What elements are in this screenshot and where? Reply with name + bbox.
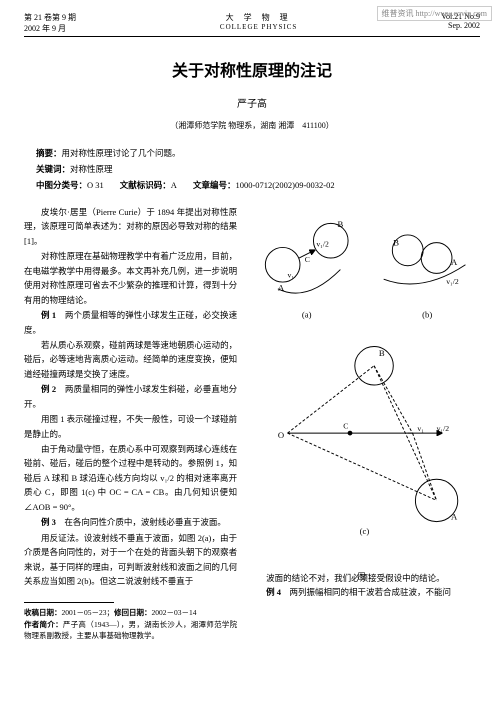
- class-no: O 31: [87, 180, 104, 190]
- author: 严子高: [24, 95, 480, 110]
- figure-1: A B C v₁ v₁/2 (a) B A v₁/2 (b): [249, 205, 480, 565]
- date-cn: 2002 年 9 月: [24, 23, 76, 34]
- svg-text:v₁/2: v₁/2: [446, 277, 459, 286]
- date-en: Sep. 2002: [441, 21, 480, 30]
- svg-text:v₁: v₁: [417, 424, 424, 433]
- label-v1: v₁: [288, 270, 295, 279]
- footnotes: 收稿日期：2001－05－23；修回日期：2002－03－14 作者简介：严子高…: [24, 607, 237, 641]
- label-C: C: [305, 255, 310, 264]
- example-text: 在各向同性介质中，波射线必垂直于波面。: [56, 517, 226, 527]
- bio-label: 作者简介：: [24, 620, 63, 629]
- paragraph: 对称性原理在基础物理教学中有着广泛应用，目前，在电磁学教学中用得最多。本文再补充…: [24, 249, 237, 307]
- volume-issue: 第 21 卷第 9 期: [24, 12, 76, 23]
- paragraph: 由于角动量守恒，在质心系中可观察到两球心连线在碰前、碰后，碰后的整个过程中是转动…: [24, 442, 237, 514]
- svg-text:A: A: [451, 512, 458, 522]
- example-label: 例 4: [266, 587, 281, 597]
- article-no-label: 文章编号：: [193, 180, 236, 190]
- label-B: B: [338, 219, 344, 229]
- sublabel-a: (a): [302, 310, 312, 320]
- doc-code-label: 文献标识码：: [120, 180, 171, 190]
- revised-label: 修回日期：: [114, 608, 152, 617]
- revised-date: 2002－03－14: [152, 608, 197, 617]
- keywords-label: 关键词：: [36, 164, 70, 174]
- abstract-text: 用对称性原理讨论了几个问题。: [62, 148, 181, 158]
- keywords-line: 关键词：对称性原理: [24, 163, 480, 175]
- collision-diagram-icon: A B C v₁ v₁/2 (a) B A v₁/2 (b): [249, 205, 480, 565]
- example-1: 例 1 两个质量相等的弹性小球发生正碰，必交换速度。: [24, 308, 237, 337]
- abstract-label: 摘要：: [36, 148, 62, 158]
- example-text: 两列振幅相同的相干波若合成驻波，不能问: [281, 587, 451, 597]
- svg-text:v₁/2: v₁/2: [437, 424, 450, 433]
- label-A: A: [278, 283, 285, 293]
- example-text: 两个质量相等的弹性小球发生正碰，必交换速度。: [24, 310, 237, 334]
- paragraph: 用反证法。设波射线不垂直于波面，如图 2(a)，由于介质是各向同性的，对于一个在…: [24, 531, 237, 589]
- example-4: 例 4 两列振幅相同的相干波若合成驻波，不能问: [249, 585, 480, 599]
- article-title: 关于对称性原理的注记: [24, 57, 480, 81]
- svg-text:O: O: [278, 430, 284, 440]
- svg-text:B: B: [379, 348, 385, 358]
- paragraph: 皮埃尔·居里（Pierre Curie）于 1894 年提出对称性原理，该原理可…: [24, 205, 237, 248]
- article-no: 1000-0712(2002)09-0032-02: [235, 180, 334, 190]
- left-column: 皮埃尔·居里（Pierre Curie）于 1894 年提出对称性原理，该原理可…: [24, 205, 237, 641]
- paragraph: 若从质心系观察，碰前两球是等速地朝质心运动的，碰后，必等速地背离质心运动。经简单…: [24, 338, 237, 381]
- class-no-label: 中图分类号：: [36, 180, 87, 190]
- svg-text:C: C: [343, 421, 348, 430]
- example-3: 例 3 在各向同性介质中，波射线必垂直于波面。: [24, 515, 237, 529]
- svg-text:A: A: [451, 257, 458, 267]
- classification-line: 中图分类号：O 31 文献标识码：A 文章编号：1000-0712(2002)0…: [24, 179, 480, 191]
- doc-code: A: [171, 180, 177, 190]
- received-label: 收稿日期：: [24, 608, 62, 617]
- svg-text:v₁/2: v₁/2: [316, 239, 329, 248]
- footnote-rule: [24, 602, 114, 603]
- header-left: 第 21 卷第 9 期 2002 年 9 月: [24, 12, 76, 34]
- right-column: A B C v₁ v₁/2 (a) B A v₁/2 (b): [249, 205, 480, 641]
- example-label: 例 1: [41, 310, 56, 320]
- example-label: 例 2: [41, 384, 56, 394]
- sublabel-b: (b): [422, 310, 432, 320]
- example-text: 两质量相同的弹性小球发生斜碰，必垂直地分开。: [24, 384, 237, 408]
- affiliation: （湘潭师范学院 物理系，湖南 湘潭 411100）: [24, 120, 480, 131]
- received-date: 2001－05－23；: [62, 608, 115, 617]
- example-label: 例 3: [41, 517, 56, 527]
- two-column-body: 皮埃尔·居里（Pierre Curie）于 1894 年提出对称性原理，该原理可…: [24, 205, 480, 641]
- keywords-text: 对称性原理: [70, 164, 113, 174]
- svg-text:B: B: [393, 238, 399, 248]
- example-2: 例 2 两质量相同的弹性小球发生斜碰，必垂直地分开。: [24, 382, 237, 411]
- sublabel-c: (c): [360, 526, 370, 536]
- figure-caption: 图 1: [249, 571, 480, 582]
- paragraph: 用图 1 表示碰撞过程，不失一般性，可设一个球碰前是静止的。: [24, 412, 237, 441]
- abstract-line: 摘要：用对称性原理讨论了几个问题。: [24, 147, 480, 159]
- watermark: 维普资讯 http://www.cqvip.com: [377, 6, 492, 21]
- journal-title-en: COLLEGE PHYSICS: [76, 23, 441, 31]
